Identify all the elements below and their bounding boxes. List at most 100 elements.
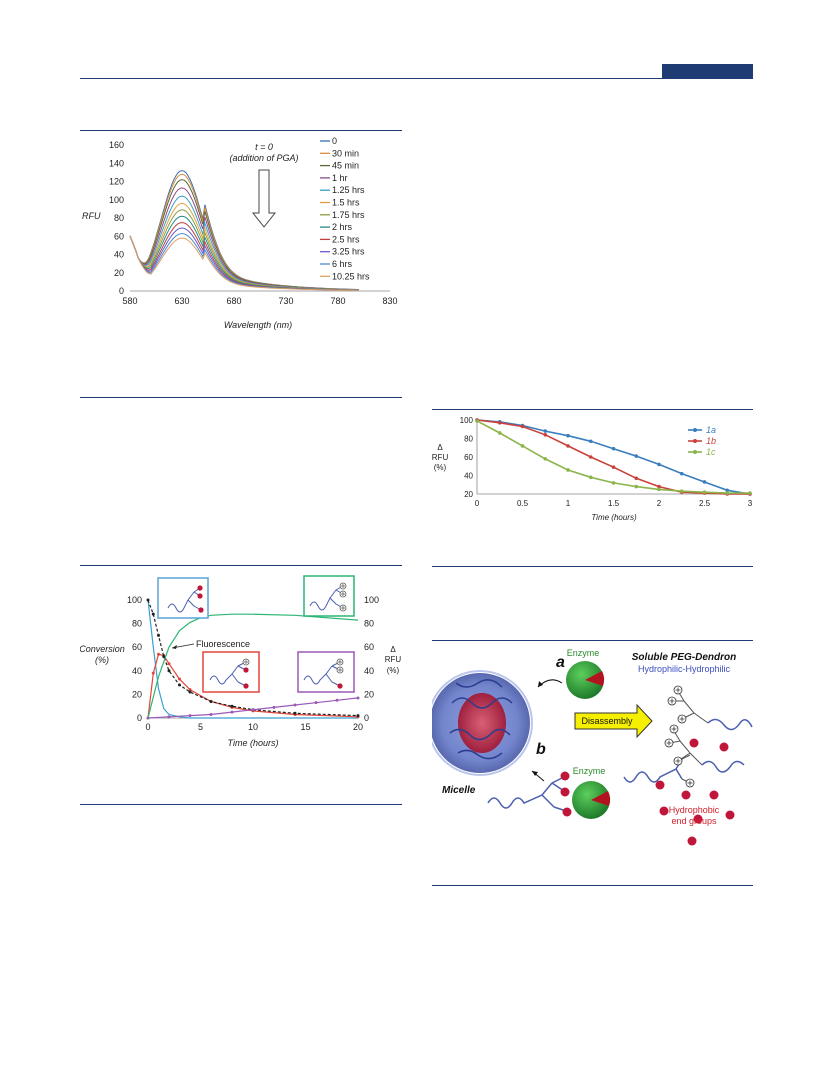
chart3-data-point: [209, 712, 213, 716]
arrow-a: [537, 679, 563, 688]
chart2-data-point: [611, 465, 616, 469]
chart2-data-point: [657, 487, 661, 492]
scheme-bottom-rule: [432, 885, 753, 886]
chart3-data-point: [146, 598, 150, 602]
chart3-data-point: [209, 699, 213, 703]
chart3-y-tick-label: 40: [132, 666, 142, 676]
chart1-series-line: [129, 209, 359, 291]
chart1-legend-label: 3.25 hrs: [332, 247, 365, 257]
chart1-legend-label: 0: [332, 136, 337, 146]
chart1-axes: 580 630 680 730 780 830 0 20 40 60 80 100 120 140 160: [109, 140, 398, 306]
chart1-y-tick-label: 60: [114, 231, 124, 241]
chart3-ylabel-right-line2: RFU: [385, 655, 402, 664]
dendron-structure-icon: [157, 577, 209, 619]
chart2-data-point: [520, 424, 525, 429]
chart1-legend-label: 1.5 hrs: [332, 198, 360, 208]
chart2-legend-marker: [693, 439, 697, 443]
chart1-y-tick-label: 160: [109, 140, 124, 150]
dendron-two-cleaved-icon: [297, 651, 355, 693]
chart3-data-point: [178, 677, 181, 681]
chart2-data-point: [657, 484, 661, 489]
chart3-ylabel-left-line2: (%): [95, 655, 109, 665]
chart1-legend-label: 2 hrs: [332, 222, 353, 232]
chart3-data-point: [293, 711, 297, 715]
chart2-lines: [475, 418, 752, 496]
chart3-data-point: [167, 662, 171, 666]
emission-spectra-chart: 580 630 680 730 780 830020406080100120140160 …: [82, 136, 398, 330]
chart1-legend-label: 1.75 hrs: [332, 210, 365, 220]
chart2-data-point: [543, 433, 548, 437]
chart1-y-tick-label: 0: [119, 286, 124, 296]
chart2-data-point: [702, 480, 707, 484]
chart1-ylabel: RFU: [82, 211, 101, 221]
chart2-data-point: [634, 476, 639, 481]
chart2-axes: 0 0.5 1 1.5 2 2.5 3 20 40 60 80 100: [460, 416, 753, 508]
chart1-series-line: [129, 235, 359, 291]
chart2-y-tick-label: 100: [460, 416, 474, 425]
chart2-data-point: [497, 420, 502, 425]
micelle-disassembly-scheme: Enzyme a b Micelle Enzyme Disassembly So…: [432, 648, 753, 846]
chart3-x-tick-label: 5: [198, 722, 203, 732]
chart2-x-tick-label: 3: [748, 499, 753, 508]
chart1-x-tick-label: 830: [382, 296, 397, 306]
chart2-data-point: [611, 446, 616, 451]
fig2-bottom-rule: [432, 566, 753, 567]
chart1-y-tick-label: 140: [109, 158, 124, 168]
micelle-label: Micelle: [442, 785, 476, 796]
hydrophobic-end-group-icon: [655, 738, 735, 846]
micelle-icon: [432, 670, 533, 776]
chart3-series-line: [147, 653, 359, 719]
chart2-data-point: [679, 489, 684, 494]
chart2-x-tick-label: 2: [657, 499, 662, 508]
chart1-xlabel: Wavelength (nm): [224, 320, 292, 330]
chart3-data-point: [230, 710, 234, 714]
chart3-y2-tick-label: 0: [364, 713, 369, 723]
chart3-series-line: [147, 697, 359, 719]
chart2-data-point: [748, 491, 752, 495]
chart1-annotation-line2: (addition of PGA): [229, 153, 298, 163]
chart1-legend-label: 1 hr: [332, 173, 348, 183]
chart2-data-point: [588, 475, 593, 480]
chart2-legend-marker: [693, 428, 697, 432]
enzyme-bottom-label: Enzyme: [573, 766, 606, 776]
chart1-annotation-line1: t = 0: [255, 142, 273, 152]
fig3-top-rule: [80, 565, 402, 566]
chart3-x-tick-label: 10: [248, 722, 258, 732]
chart2-data-point: [497, 431, 502, 435]
chart2-x-tick-label: 1: [566, 499, 571, 508]
label-a: a: [556, 654, 565, 671]
chart1-legend-label: 2.5 hrs: [332, 234, 360, 244]
disassembly-arrow-icon: [574, 703, 653, 739]
chart2-ylabel-line2: RFU: [432, 453, 448, 462]
chart2-xlabel: Time (hours): [591, 513, 637, 522]
chart3-data-point: [356, 714, 360, 718]
label-b: b: [536, 741, 546, 758]
chart3-data-point: [251, 708, 255, 712]
chart2-x-tick-label: 0: [475, 499, 480, 508]
chart3-y-tick-label: 80: [132, 619, 142, 629]
chart1-lines: [129, 170, 359, 291]
chart3-xlabel: Time (hours): [228, 738, 279, 748]
chart1-x-tick-label: 730: [278, 296, 293, 306]
chart2-data-point: [702, 490, 707, 494]
chart1-x-tick-label: 580: [122, 296, 137, 306]
chart2-ylabel-line3: (%): [434, 463, 447, 472]
chart3-y-tick-label: 60: [132, 642, 142, 652]
chart1-y-tick-label: 120: [109, 177, 124, 187]
chart2-data-point: [634, 454, 639, 458]
enzyme-icon: [572, 781, 611, 819]
chart3-ylabel-right-line1: Δ: [390, 645, 396, 654]
chart3-annotation: Fluorescence: [196, 639, 250, 649]
chart2-legend-marker: [693, 450, 697, 454]
chart1-y-tick-label: 80: [114, 213, 124, 223]
header-block: [662, 64, 753, 78]
hydrophobic-label-line1: Hydrophobic: [669, 805, 720, 815]
chart2-data-point: [725, 488, 730, 493]
chart2-data-point: [475, 419, 479, 423]
chart2-x-tick-label: 1.5: [608, 499, 620, 508]
chart2-data-point: [611, 481, 616, 485]
dendron-one-cleaved-icon: [202, 651, 260, 693]
